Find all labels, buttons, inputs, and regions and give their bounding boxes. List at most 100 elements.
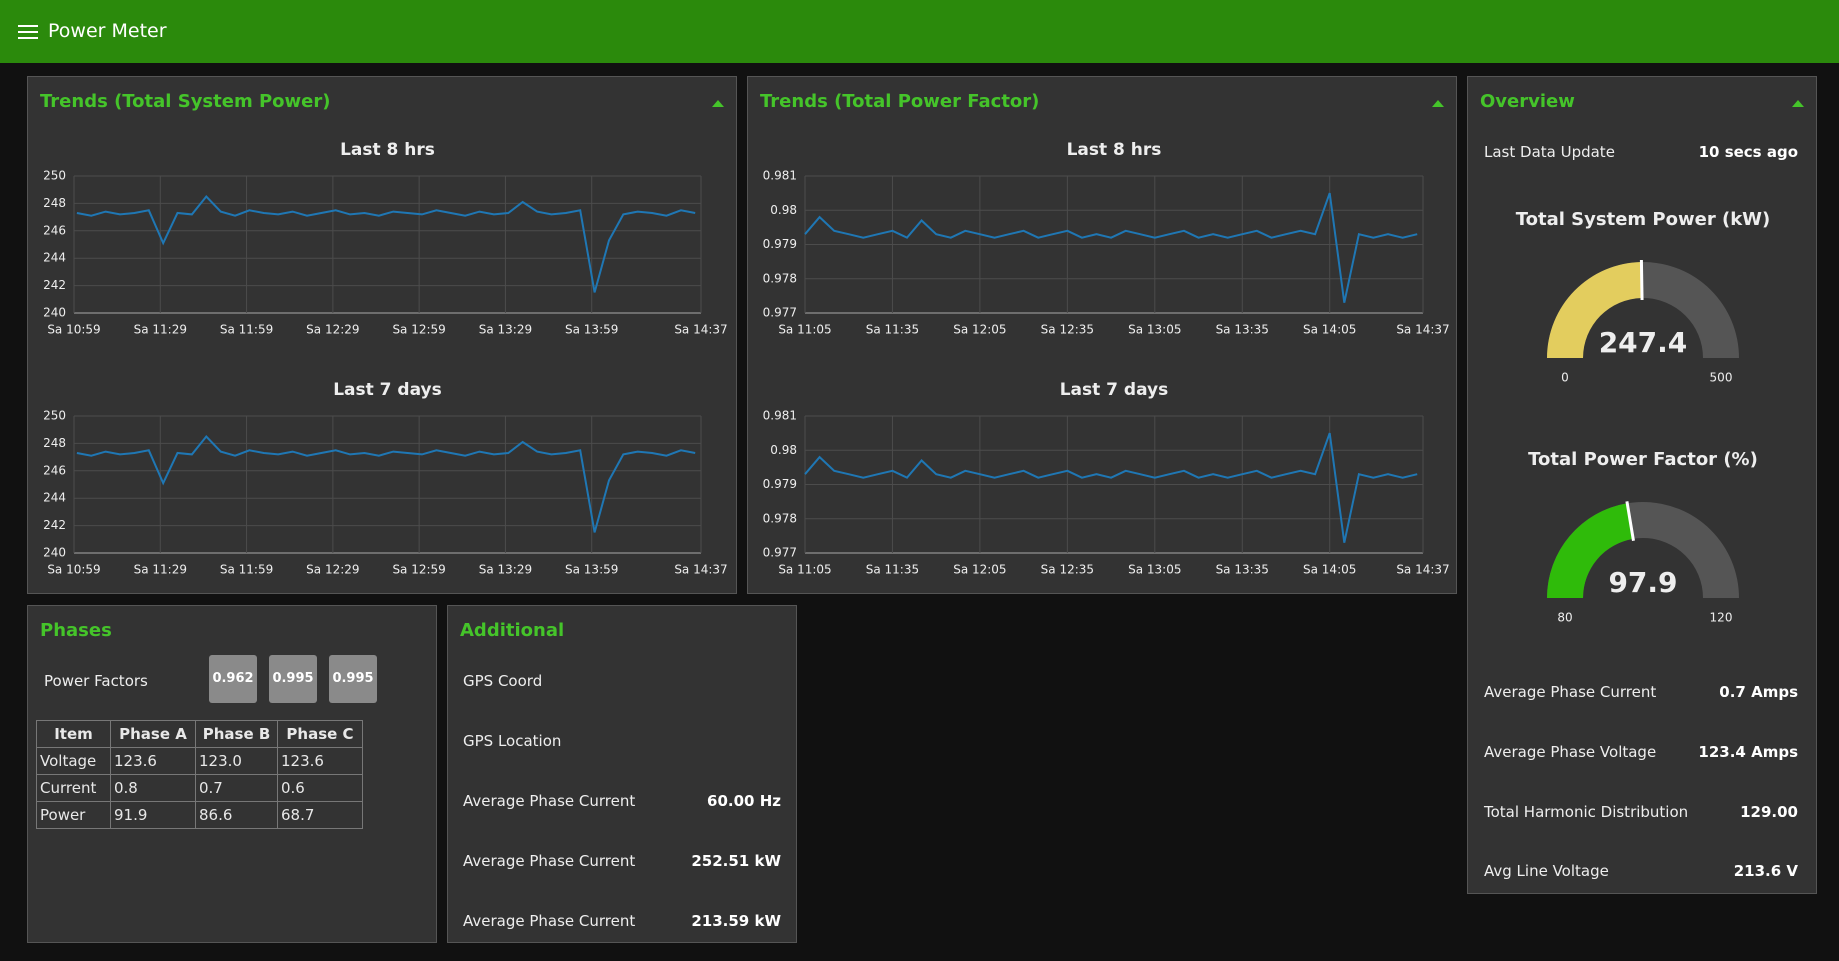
value: 213.59 kW	[691, 912, 781, 930]
power-factor-badge: 0.995	[329, 655, 377, 703]
x-tick-label: Sa 14:37	[1396, 323, 1449, 337]
table-row: Voltage 123.6 123.0 123.6	[36, 747, 363, 775]
table-header: Item	[36, 720, 111, 748]
y-tick-label: 0.977	[763, 306, 797, 320]
value: 252.51 kW	[691, 852, 781, 870]
table-row: Current 0.8 0.7 0.6	[36, 774, 363, 802]
gauge-needle	[1625, 501, 1635, 542]
x-tick-label: Sa 11:29	[134, 323, 187, 337]
x-tick-label: Sa 13:59	[565, 323, 618, 337]
x-tick-label: Sa 14:37	[674, 563, 727, 577]
gauge-value-arc	[1547, 503, 1634, 598]
y-tick-label: 0.979	[763, 477, 797, 491]
y-tick-label: 248	[43, 436, 66, 450]
gauge-tick-label: 120	[1710, 611, 1733, 625]
y-tick-label: 248	[43, 196, 66, 210]
y-tick-label: 244	[43, 491, 66, 505]
gauge-tick-label: 0	[1561, 371, 1569, 385]
chart: Last 7 days 240 242 244 246 248 250 Sa 10:59 Sa …	[43, 380, 728, 577]
x-tick-label: Sa 14:37	[674, 323, 727, 337]
x-tick-label: Sa 13:35	[1216, 563, 1269, 577]
gauge-title: Total System Power (kW)	[1516, 209, 1771, 230]
x-tick-label: Sa 10:59	[47, 323, 100, 337]
label: Average Phase Current	[1484, 683, 1657, 701]
x-tick-label: Sa 13:35	[1216, 323, 1269, 337]
label: Average Phase Current	[463, 912, 636, 930]
label: Average Phase Current	[463, 792, 636, 810]
value: 129.00	[1740, 803, 1798, 821]
header-title: Power Meter	[48, 20, 167, 42]
collapse-button[interactable]	[1432, 100, 1444, 107]
y-tick-label: 242	[43, 518, 66, 532]
table-header: Phase B	[195, 720, 278, 748]
chart: Last 7 days 0.977 0.978 0.979 0.98 0.981 Sa 11…	[763, 380, 1450, 577]
gauge: Total Power Factor (%) 97.9 80 120	[1528, 449, 1758, 625]
x-tick-label: Sa 11:35	[866, 563, 919, 577]
y-tick-label: 250	[43, 409, 66, 423]
line	[804, 432, 1418, 543]
table-row: Item Phase A Phase B Phase C	[36, 720, 363, 748]
label: Avg Line Voltage	[1484, 862, 1609, 880]
x-tick-label: Sa 12:29	[306, 323, 359, 337]
x-tick-label: Sa 12:05	[953, 323, 1006, 337]
y-tick-label: 0.978	[763, 271, 797, 285]
table-header: Phase C	[277, 720, 363, 748]
gauge-needle	[1639, 259, 1644, 301]
collapse-button[interactable]	[712, 100, 724, 107]
menu-icon[interactable]	[18, 24, 38, 40]
x-tick-label: Sa 11:05	[778, 323, 831, 337]
chart-title: Last 7 days	[333, 380, 442, 400]
x-tick-label: Sa 11:35	[866, 323, 919, 337]
table-cell: 68.7	[277, 801, 363, 829]
x-tick-label: Sa 10:59	[47, 563, 100, 577]
value: 0.7 Amps	[1719, 683, 1798, 701]
table-cell: 86.6	[195, 801, 278, 829]
panel-title: Trends (Total System Power)	[40, 91, 331, 112]
value: 123.4 Amps	[1698, 743, 1798, 761]
x-tick-label: Sa 14:05	[1303, 323, 1356, 337]
label: GPS Location	[463, 732, 562, 750]
y-tick-label: 240	[43, 546, 66, 560]
x-tick-label: Sa 14:05	[1303, 563, 1356, 577]
line	[76, 434, 696, 533]
chart-title: Last 7 days	[1060, 380, 1169, 400]
phase-table: Item Phase A Phase B Phase C Voltage 123.6 123…	[36, 720, 363, 829]
table-cell: 0.7	[195, 774, 278, 802]
value: 213.6 V	[1733, 862, 1798, 880]
gauge-value-arc	[1547, 262, 1643, 358]
y-tick-label: 250	[43, 169, 66, 183]
x-tick-label: Sa 12:35	[1041, 563, 1094, 577]
x-tick-label: Sa 12:29	[306, 563, 359, 577]
panel-title: Overview	[1480, 91, 1575, 112]
chart: Last 8 hrs 0.977 0.978 0.979 0.98 0.981 Sa 11:…	[763, 140, 1450, 337]
x-tick-label: Sa 13:59	[565, 563, 618, 577]
panel-title: Trends (Total Power Factor)	[760, 91, 1040, 112]
x-tick-label: Sa 13:05	[1128, 563, 1181, 577]
line	[804, 192, 1418, 303]
chart-title: Last 8 hrs	[340, 140, 435, 160]
label: Last Data Update	[1484, 143, 1615, 161]
table-cell: 0.6	[277, 774, 363, 802]
x-tick-label: Sa 12:35	[1041, 323, 1094, 337]
panel: Additional GPS Coord GPS Location Average …	[447, 605, 797, 943]
gauge-value: 97.9	[1608, 566, 1677, 599]
y-tick-label: 0.979	[763, 237, 797, 251]
panel: Trends (Total System Power)	[27, 76, 737, 594]
header: Power Meter	[0, 0, 1839, 63]
x-tick-label: Sa 12:05	[953, 563, 1006, 577]
table-cell: 91.9	[110, 801, 196, 829]
collapse-button[interactable]	[1792, 100, 1804, 107]
y-tick-label: 246	[43, 223, 66, 237]
y-tick-label: 242	[43, 278, 66, 292]
x-tick-label: Sa 14:37	[1396, 563, 1449, 577]
line	[76, 194, 696, 293]
label: GPS Coord	[463, 672, 543, 690]
panel: Overview Last Data Update 10 secs ago Av…	[1467, 76, 1817, 894]
gauge-title: Total Power Factor (%)	[1528, 449, 1758, 470]
y-tick-label: 0.98	[770, 203, 797, 217]
table-header: Phase A	[110, 720, 196, 748]
gauge-tick-label: 500	[1710, 371, 1733, 385]
label: Average Phase Current	[463, 852, 636, 870]
x-tick-label: Sa 11:59	[220, 563, 273, 577]
